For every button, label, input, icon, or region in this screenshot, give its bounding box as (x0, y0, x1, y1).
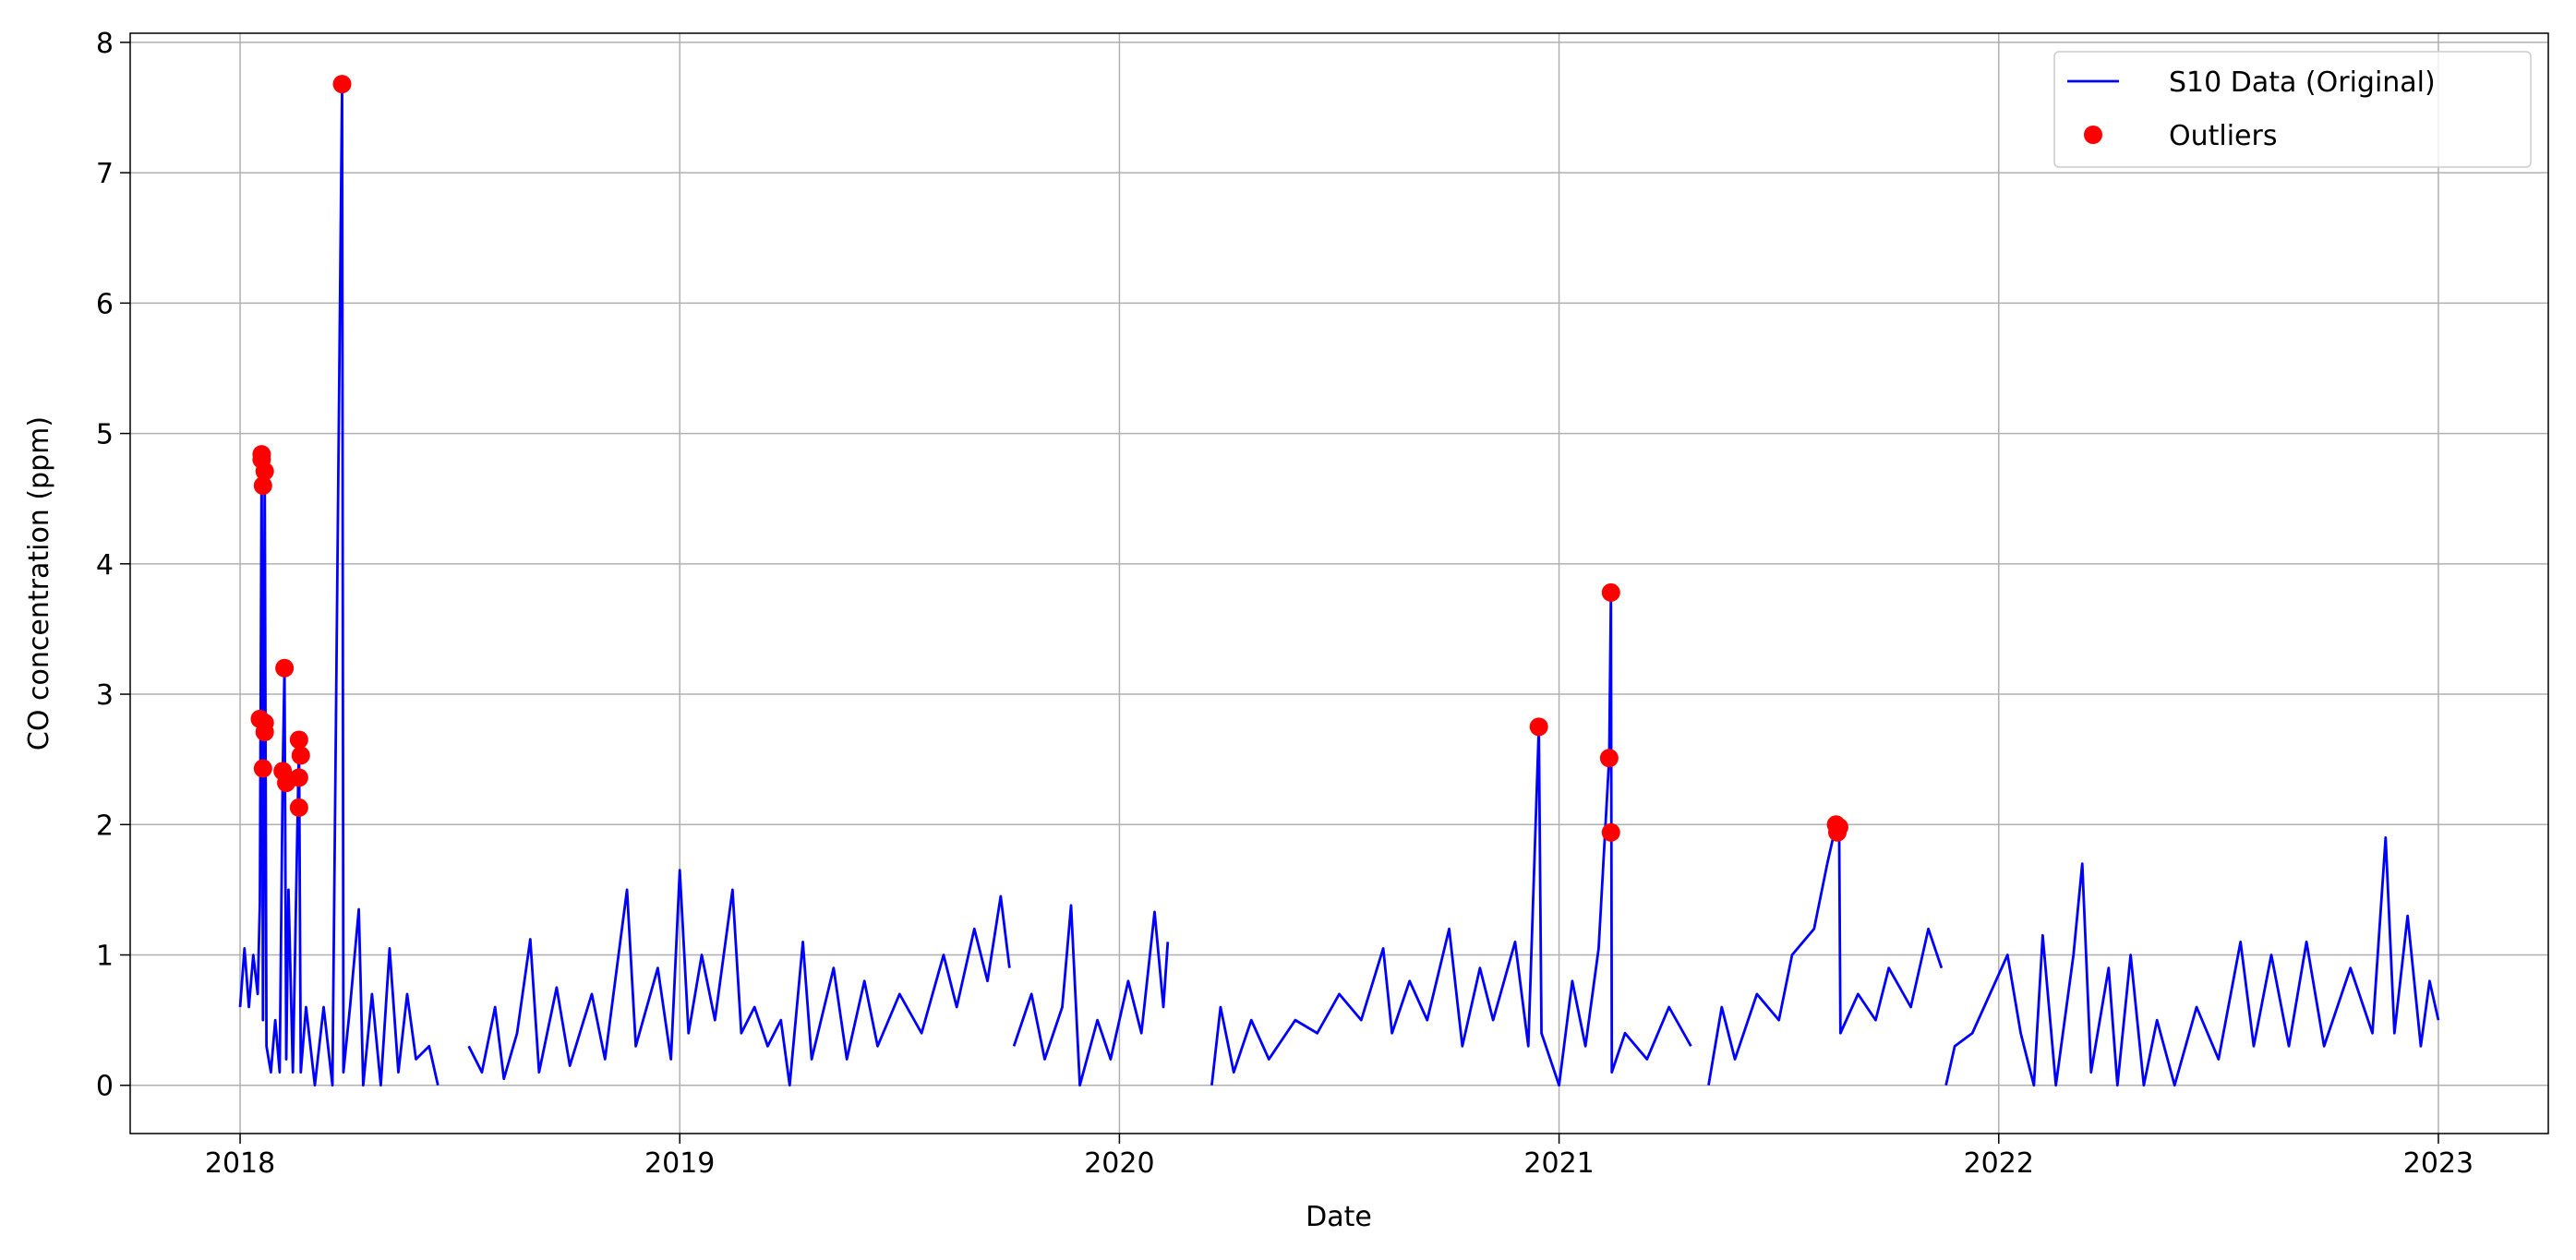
outlier-point (332, 75, 352, 94)
outlier-point (1601, 582, 1620, 602)
outlier-point (1601, 822, 1620, 842)
outlier-point (275, 658, 295, 678)
outlier-point (1828, 822, 1848, 842)
outlier-point (289, 768, 308, 787)
y-tick-label: 3 (96, 679, 114, 712)
y-tick-label: 7 (96, 158, 114, 190)
outlier-point (289, 730, 308, 750)
x-axis-label: Date (1306, 1201, 1372, 1233)
legend-label: S10 Data (Original) (2169, 66, 2436, 99)
legend-box (2053, 51, 2532, 168)
x-tick-label: 2019 (644, 1147, 715, 1180)
x-tick-label: 2022 (1964, 1147, 2034, 1180)
x-tick-label: 2020 (1084, 1147, 1154, 1180)
x-tick-label: 2023 (2403, 1147, 2474, 1180)
outlier-point (289, 798, 308, 817)
grid (130, 33, 2548, 1134)
outlier-point (252, 445, 271, 464)
y-tick-label: 1 (96, 941, 114, 973)
legend: S10 Data (Original) Outliers (2053, 51, 2532, 168)
y-axis-label: CO concentration (ppm) (23, 416, 55, 750)
y-tick-label: 0 (96, 1071, 114, 1103)
outlier-point (1529, 717, 1548, 737)
plot-frame (129, 32, 2549, 1134)
y-tick-label: 5 (96, 419, 114, 451)
outlier-point (253, 476, 272, 496)
outlier-point (255, 723, 274, 742)
x-tick-label: 2018 (205, 1147, 275, 1180)
x-tick-label: 2021 (1523, 1147, 1594, 1180)
y-tick-label: 4 (96, 549, 114, 582)
outlier-point (1599, 749, 1619, 768)
outlier-point (255, 462, 274, 481)
y-tick-label: 2 (96, 810, 114, 842)
y-tick-label: 8 (96, 28, 114, 60)
outlier-point (291, 746, 310, 765)
y-tick-label: 6 (96, 288, 114, 320)
legend-label: Outliers (2169, 120, 2277, 152)
legend-marker (2084, 126, 2102, 144)
outlier-point (253, 759, 272, 778)
